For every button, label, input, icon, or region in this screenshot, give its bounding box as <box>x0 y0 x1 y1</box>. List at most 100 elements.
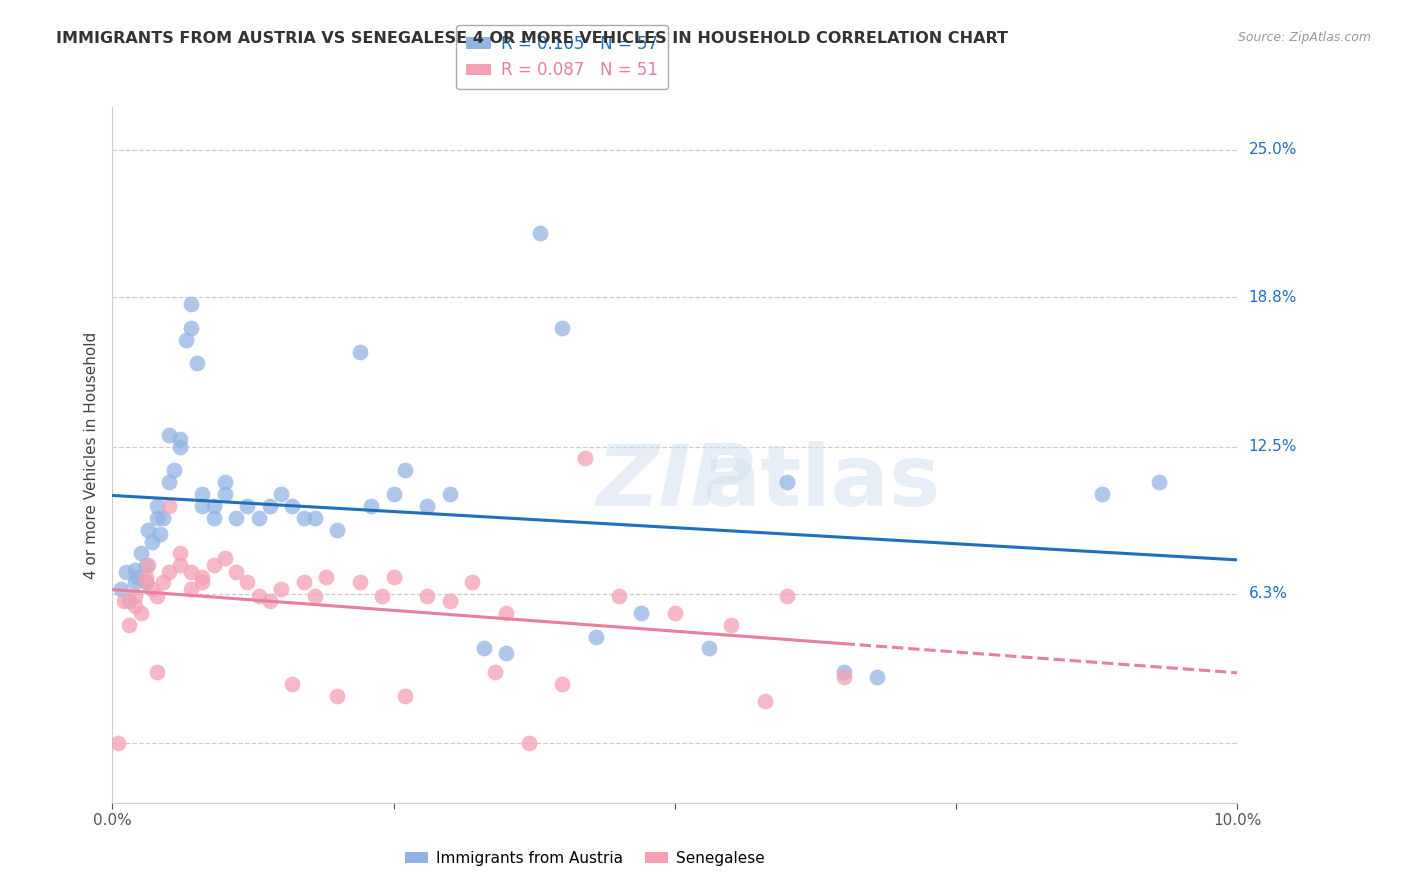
Point <box>382 570 405 584</box>
Point <box>152 511 174 525</box>
Point <box>439 487 461 501</box>
Point <box>281 677 304 691</box>
Text: ZIP: ZIP <box>596 442 754 524</box>
Point <box>697 641 720 656</box>
Point <box>191 487 214 501</box>
Point <box>349 344 371 359</box>
Point <box>281 499 304 513</box>
Point <box>304 589 326 603</box>
Point <box>1147 475 1170 490</box>
Point <box>394 689 416 703</box>
Point <box>169 440 191 454</box>
Point <box>202 558 225 573</box>
Point <box>832 665 855 680</box>
Point <box>138 523 160 537</box>
Point <box>157 566 180 580</box>
Point <box>517 736 540 750</box>
Point <box>124 574 146 589</box>
Point <box>326 523 349 537</box>
Point <box>169 558 191 573</box>
Point <box>186 357 208 371</box>
Point <box>107 736 129 750</box>
Point <box>112 594 135 608</box>
Point <box>259 499 281 513</box>
Point <box>754 694 776 708</box>
Point <box>484 665 506 680</box>
Text: IMMIGRANTS FROM AUSTRIA VS SENEGALESE 4 OR MORE VEHICLES IN HOUSEHOLD CORRELATIO: IMMIGRANTS FROM AUSTRIA VS SENEGALESE 4 … <box>56 31 1008 46</box>
Point <box>135 570 157 584</box>
Point <box>225 566 247 580</box>
Point <box>141 582 163 596</box>
Point <box>157 427 180 442</box>
Point <box>270 487 292 501</box>
Point <box>214 475 236 490</box>
Point <box>191 574 214 589</box>
Point <box>439 594 461 608</box>
Legend: Immigrants from Austria, Senegalese: Immigrants from Austria, Senegalese <box>399 845 770 871</box>
Point <box>141 534 163 549</box>
Point <box>202 499 225 513</box>
Point <box>326 689 349 703</box>
Point <box>180 582 202 596</box>
Point <box>247 589 270 603</box>
Point <box>110 582 132 596</box>
Text: 12.5%: 12.5% <box>1249 439 1296 454</box>
Point <box>225 511 247 525</box>
Point <box>169 546 191 560</box>
Point <box>127 570 149 584</box>
Point <box>135 574 157 589</box>
Point <box>169 433 191 447</box>
Point <box>124 563 146 577</box>
Point <box>129 606 152 620</box>
Point <box>551 677 574 691</box>
Point <box>270 582 292 596</box>
Point <box>315 570 337 584</box>
Point <box>371 589 394 603</box>
Point <box>214 551 236 566</box>
Point <box>149 527 172 541</box>
Point <box>180 566 202 580</box>
Point <box>180 297 202 311</box>
Point <box>146 589 169 603</box>
Point <box>118 617 141 632</box>
Point <box>416 499 439 513</box>
Point <box>664 606 686 620</box>
Point <box>174 333 197 347</box>
Point <box>146 665 169 680</box>
Point <box>529 226 551 240</box>
Point <box>292 511 315 525</box>
Point <box>135 558 157 573</box>
Point <box>247 511 270 525</box>
Point <box>135 574 157 589</box>
Point <box>124 599 146 613</box>
Point <box>472 641 495 656</box>
Point <box>236 574 259 589</box>
Point <box>180 321 202 335</box>
Text: 18.8%: 18.8% <box>1249 290 1296 304</box>
Point <box>129 546 152 560</box>
Point <box>146 511 169 525</box>
Point <box>115 566 138 580</box>
Point <box>776 589 799 603</box>
Text: 25.0%: 25.0% <box>1249 143 1296 157</box>
Point <box>191 499 214 513</box>
Point <box>349 574 371 589</box>
Point <box>157 499 180 513</box>
Point <box>214 487 236 501</box>
Point <box>152 574 174 589</box>
Point <box>138 558 160 573</box>
Point <box>416 589 439 603</box>
Point <box>124 589 146 603</box>
Point <box>630 606 652 620</box>
Point <box>585 630 607 644</box>
Point <box>163 463 186 477</box>
Point <box>259 594 281 608</box>
Point <box>607 589 630 603</box>
Point <box>146 499 169 513</box>
Text: Source: ZipAtlas.com: Source: ZipAtlas.com <box>1237 31 1371 45</box>
Point <box>157 475 180 490</box>
Point <box>495 606 517 620</box>
Point <box>304 511 326 525</box>
Point <box>191 570 214 584</box>
Point <box>495 646 517 660</box>
